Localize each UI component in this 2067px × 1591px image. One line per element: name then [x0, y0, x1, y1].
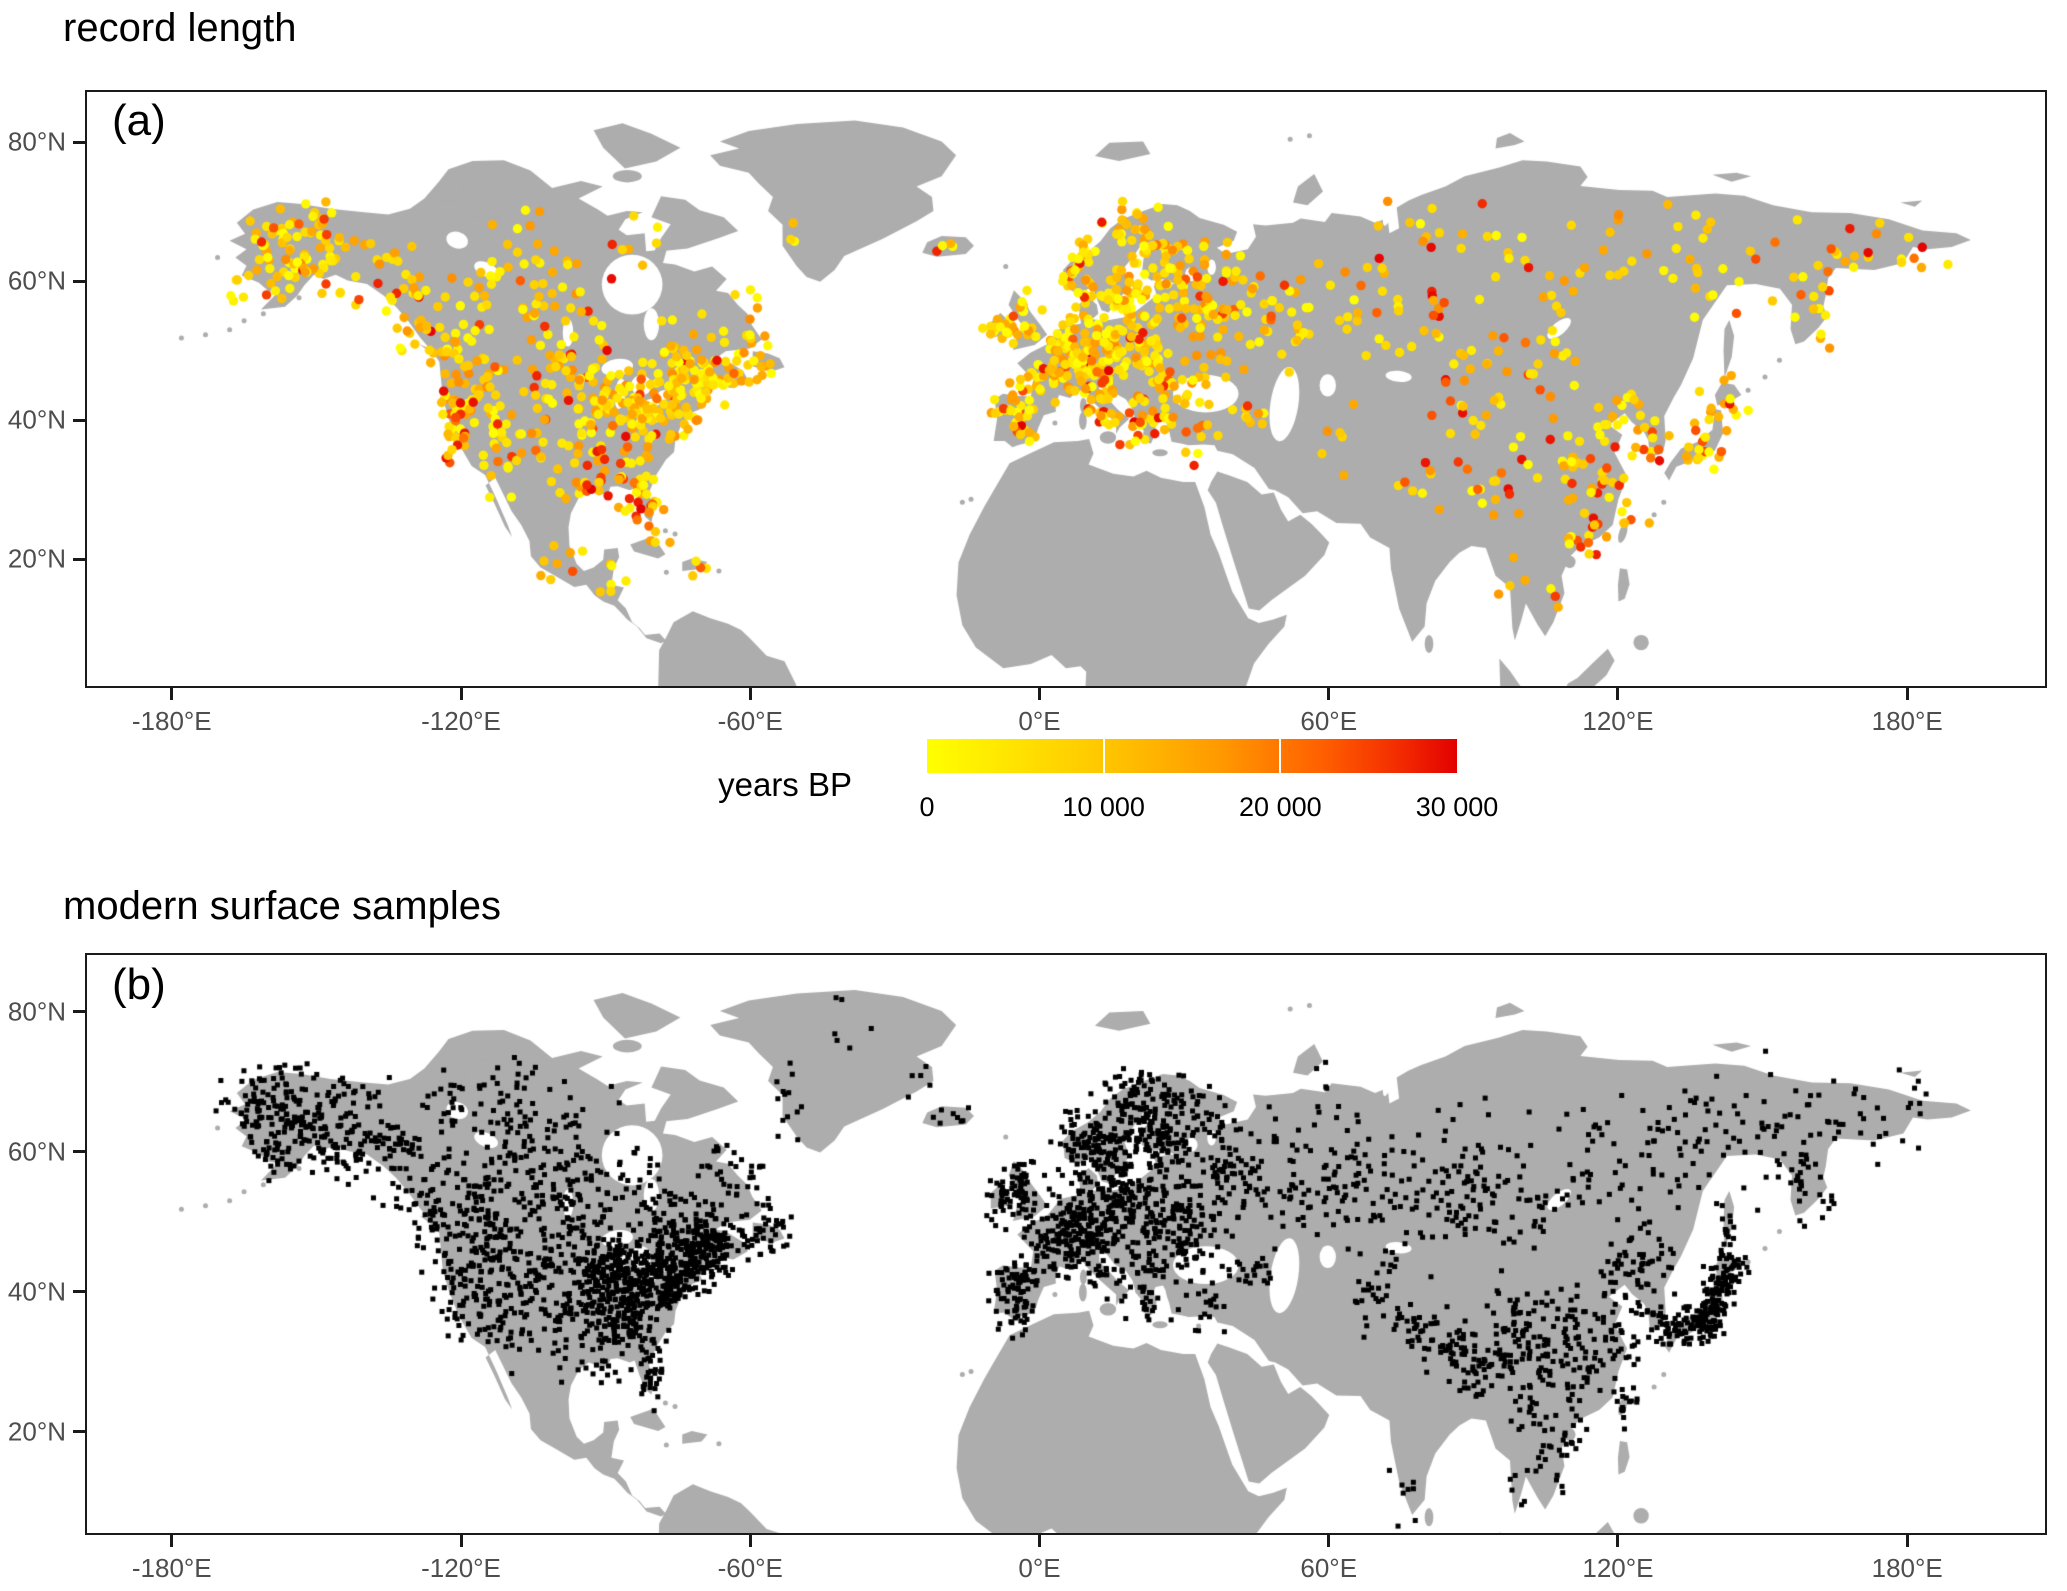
x-tick-label: -180°E [131, 1553, 212, 1583]
y-tick-label: 80°N [7, 126, 66, 157]
x-tick-mark [748, 688, 752, 700]
y-tick-label: 20°N [7, 1416, 66, 1447]
y-tick-mark [73, 140, 85, 144]
x-tick-mark [459, 1535, 463, 1547]
world-map-panel-b [85, 953, 2047, 1535]
x-tick-mark [1037, 1535, 1041, 1547]
y-tick-label: 80°N [7, 996, 66, 1027]
panel-a-label: (a) [112, 96, 166, 145]
x-tick-label: 180°E [1871, 1553, 1943, 1583]
y-tick-label: 40°N [7, 404, 66, 435]
colorbar-tick-label: 30 000 [1415, 792, 1499, 822]
colorbar-tick-label: 10 000 [1062, 792, 1145, 822]
x-tick-mark [1905, 1535, 1909, 1547]
x-tick-mark [1327, 1535, 1331, 1547]
x-tick-label: -60°E [717, 706, 783, 736]
legend-title: years BP [718, 766, 852, 803]
x-tick-mark [1616, 688, 1620, 700]
x-tick-mark [1327, 688, 1331, 700]
y-tick-mark [73, 418, 85, 422]
y-tick-label: 20°N [7, 543, 66, 574]
x-tick-label: -180°E [131, 706, 212, 736]
y-tick-mark [73, 1290, 85, 1294]
x-tick-mark [1037, 688, 1041, 700]
y-tick-mark [73, 557, 85, 561]
x-tick-label: 180°E [1871, 706, 1943, 736]
panel-a-title: record length [63, 6, 297, 50]
x-tick-mark [1905, 688, 1909, 700]
y-tick-mark [73, 1150, 85, 1154]
x-tick-mark [1616, 1535, 1620, 1547]
x-tick-label: -60°E [717, 1553, 783, 1583]
y-tick-label: 40°N [7, 1276, 66, 1307]
x-tick-mark [459, 688, 463, 700]
x-tick-label: 0°E [1018, 1553, 1061, 1583]
x-tick-label: 120°E [1582, 1553, 1654, 1583]
world-map-panel-a [85, 90, 2047, 688]
x-tick-label: 60°E [1300, 1553, 1358, 1583]
y-tick-mark [73, 1010, 85, 1014]
panel-b-title: modern surface samples [63, 884, 501, 928]
x-tick-mark [748, 1535, 752, 1547]
panel-b-label: (b) [112, 960, 166, 1009]
y-tick-label: 60°N [7, 1136, 66, 1167]
colorbar-tick-label: 20 000 [1239, 792, 1322, 822]
x-tick-label: -120°E [421, 706, 501, 736]
y-tick-mark [73, 1430, 85, 1434]
colorbar-tick-mark [1279, 739, 1282, 773]
y-tick-label: 60°N [7, 265, 66, 296]
x-tick-mark [170, 688, 174, 700]
x-tick-label: 120°E [1582, 706, 1654, 736]
y-tick-mark [73, 279, 85, 283]
x-tick-label: 60°E [1300, 706, 1358, 736]
colorbar-gradient [927, 739, 1457, 773]
colorbar-tick-mark [1102, 739, 1105, 773]
x-tick-mark [170, 1535, 174, 1547]
colorbar-tick-label: 0 [919, 792, 935, 822]
x-tick-label: -120°E [421, 1553, 501, 1583]
x-tick-label: 0°E [1018, 706, 1061, 736]
